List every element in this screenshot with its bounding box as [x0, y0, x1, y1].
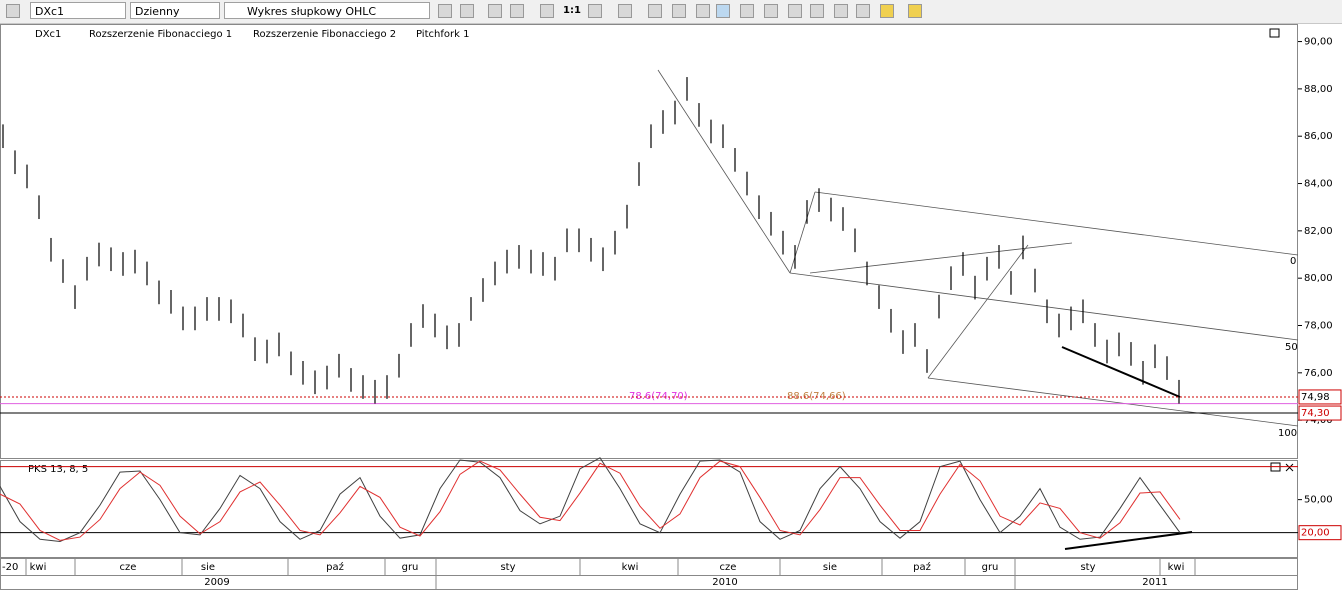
toolbar: DXc1 Dzienny Wykres słupkowy OHLC 1:1: [0, 0, 1342, 24]
legend-item[interactable]: DXc1: [35, 29, 61, 40]
print-tool[interactable]: [672, 4, 686, 18]
info-tool[interactable]: [488, 4, 502, 18]
pitchfork: [657, 69, 1299, 427]
price-box: [1298, 405, 1342, 421]
tool[interactable]: [740, 4, 754, 18]
cursor-tool[interactable]: [438, 4, 452, 18]
price-box: [1298, 525, 1342, 541]
price-label: 20,00: [1301, 528, 1330, 539]
price-box: [1298, 389, 1342, 405]
indicator-line: [0, 460, 1181, 541]
year-label: 2010: [712, 577, 737, 588]
tool[interactable]: [788, 4, 802, 18]
time-axis: [0, 558, 1298, 590]
y-tick-label: 76,00: [1304, 368, 1333, 379]
active-tool[interactable]: [716, 4, 730, 18]
legend-item[interactable]: Rozszerzenie Fibonacciego 1: [89, 29, 232, 40]
indicator-line: [0, 457, 1181, 542]
symbol-field[interactable]: DXc1: [30, 2, 126, 19]
y-tick-label: 80,00: [1304, 273, 1333, 284]
x-tick-label: cze: [120, 562, 137, 573]
x-tick-label: sty: [1080, 562, 1095, 573]
legend-item[interactable]: Rozszerzenie Fibonacciego 2: [253, 29, 396, 40]
fib-level: 100: [1278, 428, 1297, 439]
tool[interactable]: [764, 4, 778, 18]
chart: DXc1 Rozszerzenie Fibonacciego 1 Rozszer…: [0, 24, 1342, 590]
tool[interactable]: [834, 4, 848, 18]
chart-type-select[interactable]: Wykres słupkowy OHLC: [224, 2, 430, 19]
x-tick-label: paź: [913, 561, 931, 573]
scale-button[interactable]: 1:1: [563, 5, 581, 16]
price-label: 74,98: [1301, 392, 1330, 403]
x-tick-label: cze: [720, 562, 737, 573]
year-label: 2011: [1142, 577, 1167, 588]
eraser-tool[interactable]: [648, 4, 662, 18]
y-tick-label: 78,00: [1304, 320, 1333, 331]
fib-label: 78.6(74,70): [629, 391, 688, 402]
y-tick-label: 82,00: [1304, 226, 1333, 237]
trend-line: [1064, 531, 1193, 550]
folder-tool[interactable]: [880, 4, 894, 18]
zoom-tool[interactable]: [540, 4, 554, 18]
close-button[interactable]: [1285, 463, 1294, 472]
trend-line: [1061, 346, 1181, 398]
tool[interactable]: [810, 4, 824, 18]
y-tick-label: 74,00: [1304, 415, 1333, 426]
x-tick-label: -20: [2, 562, 18, 573]
tool[interactable]: [856, 4, 870, 18]
x-tick-label: sty: [500, 562, 515, 573]
x-tick-label: kwi: [30, 562, 47, 573]
indicator-title[interactable]: PKS 13, 8, 5: [28, 464, 88, 475]
x-tick-label: kwi: [1168, 562, 1185, 573]
fib-level: 50: [1285, 342, 1298, 353]
collapse-button[interactable]: [6, 4, 20, 18]
y-tick-label: 50,00: [1304, 495, 1333, 506]
price-label: 74,30: [1301, 408, 1330, 419]
legend-item[interactable]: Pitchfork 1: [416, 29, 469, 40]
indicator-panel: [0, 460, 1298, 558]
grid-tool[interactable]: [510, 4, 524, 18]
maximize-button[interactable]: [1269, 28, 1280, 38]
y-tick-label: 88,00: [1304, 84, 1333, 95]
interval-select[interactable]: Dzienny: [130, 2, 220, 19]
x-tick-label: gru: [982, 562, 999, 573]
crosshair-tool[interactable]: [460, 4, 474, 18]
folder-tool[interactable]: [908, 4, 922, 18]
price-panel: [0, 24, 1298, 459]
y-tick-label: 90,00: [1304, 37, 1333, 48]
x-tick-label: kwi: [622, 562, 639, 573]
resize-tool[interactable]: [696, 4, 710, 18]
line-tool[interactable]: [618, 4, 632, 18]
year-label: 2009: [204, 577, 229, 588]
fib-level: 0: [1290, 256, 1296, 267]
x-tick-label: sie: [201, 562, 215, 573]
x-tick-label: sie: [823, 562, 837, 573]
x-tick-label: paź: [326, 561, 344, 573]
y-tick-label: 84,00: [1304, 179, 1333, 190]
y-tick-label: 86,00: [1304, 131, 1333, 142]
indicator-tool[interactable]: [588, 4, 602, 18]
x-tick-label: gru: [402, 562, 419, 573]
